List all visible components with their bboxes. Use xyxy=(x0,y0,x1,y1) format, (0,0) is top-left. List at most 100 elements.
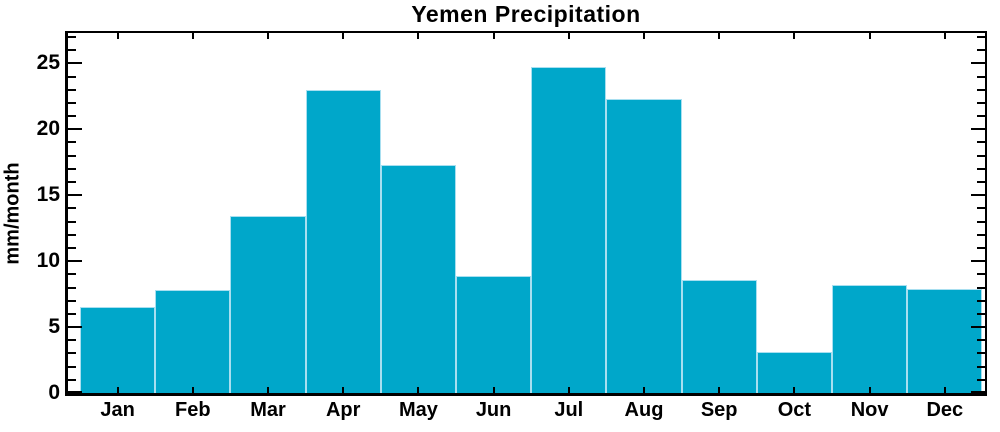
bar-nov xyxy=(832,284,908,393)
x-month-tick-top xyxy=(943,33,946,39)
bar-jan xyxy=(80,307,156,393)
bar-apr xyxy=(305,89,381,393)
x-month-tick-bottom xyxy=(417,387,420,393)
y-minor-tick-left xyxy=(68,273,76,276)
y-major-tick-right xyxy=(971,62,985,65)
y-minor-tick-left xyxy=(68,339,76,342)
y-minor-tick-left xyxy=(68,299,76,302)
y-tick-label: 20 xyxy=(36,117,60,141)
x-month-tick-top xyxy=(793,33,796,39)
x-month-tick-bottom xyxy=(116,387,119,393)
y-minor-tick-right xyxy=(977,75,985,78)
y-minor-tick-left xyxy=(68,154,76,157)
y-minor-tick-right xyxy=(977,378,985,381)
bar-jul xyxy=(531,67,607,393)
y-minor-tick-right xyxy=(977,352,985,355)
bar-sep xyxy=(681,279,757,393)
y-minor-tick-left xyxy=(68,88,76,91)
y-minor-tick-left xyxy=(68,378,76,381)
y-major-tick-right xyxy=(971,260,985,263)
y-minor-tick-right xyxy=(977,167,985,170)
bar-mar xyxy=(230,216,306,393)
y-minor-tick-left xyxy=(68,49,76,52)
y-minor-tick-right xyxy=(977,286,985,289)
month-label: Apr xyxy=(325,399,361,421)
x-month-tick-top xyxy=(868,33,871,39)
y-minor-tick-right xyxy=(977,35,985,38)
x-month-tick-top xyxy=(417,33,420,39)
x-month-tick-bottom xyxy=(718,387,721,393)
y-minor-tick-left xyxy=(68,365,76,368)
x-month-tick-top xyxy=(643,33,645,39)
y-minor-tick-right xyxy=(977,115,985,118)
y-minor-tick-left xyxy=(68,220,76,223)
y-major-tick-left xyxy=(68,194,82,197)
x-month-tick-top xyxy=(191,33,194,39)
x-month-tick-bottom xyxy=(267,387,269,393)
month-label: Jul xyxy=(554,399,584,421)
y-major-tick-left xyxy=(68,260,82,263)
y-minor-tick-left xyxy=(68,181,76,183)
x-month-tick-bottom xyxy=(567,387,570,393)
y-minor-tick-left xyxy=(68,115,76,118)
x-month-tick-top xyxy=(567,33,570,39)
x-month-tick-top xyxy=(342,33,345,39)
y-major-tick-left xyxy=(68,326,82,329)
y-minor-tick-left xyxy=(68,352,76,355)
bar-jun xyxy=(456,275,532,393)
x-month-tick-bottom xyxy=(643,387,645,393)
month-label: Nov xyxy=(850,399,889,421)
x-month-tick-bottom xyxy=(943,387,946,393)
y-minor-tick-right xyxy=(977,233,985,236)
y-major-tick-right xyxy=(971,391,985,393)
x-month-tick-bottom xyxy=(868,387,871,393)
bar-dec xyxy=(907,288,983,393)
y-minor-tick-right xyxy=(977,49,985,52)
month-label: Oct xyxy=(777,399,812,421)
plot-area xyxy=(65,31,987,396)
y-minor-tick-right xyxy=(977,246,985,249)
y-minor-tick-left xyxy=(68,35,76,38)
month-label: Mar xyxy=(250,399,286,421)
x-month-tick-top xyxy=(718,33,721,39)
bar-aug xyxy=(606,98,682,393)
y-major-tick-right xyxy=(971,128,985,131)
y-minor-tick-right xyxy=(977,365,985,368)
x-month-tick-top xyxy=(116,33,119,39)
month-label: May xyxy=(398,399,438,421)
y-minor-tick-left xyxy=(68,286,76,289)
y-major-tick-left xyxy=(68,391,82,393)
y-minor-tick-left xyxy=(68,312,76,315)
y-minor-tick-left xyxy=(68,207,76,210)
month-label: Sep xyxy=(700,399,738,421)
y-minor-tick-left xyxy=(68,246,76,249)
month-label: Feb xyxy=(175,399,211,421)
y-tick-label: 15 xyxy=(36,183,60,207)
x-month-tick-bottom xyxy=(342,387,345,393)
month-label: Dec xyxy=(926,399,964,421)
month-label: Aug xyxy=(624,399,664,421)
y-minor-tick-left xyxy=(68,75,76,78)
y-minor-tick-right xyxy=(977,181,985,183)
month-label: Jan xyxy=(100,399,135,421)
y-axis-title: mm/month xyxy=(1,162,24,265)
y-minor-tick-right xyxy=(977,88,985,91)
y-major-tick-left xyxy=(68,62,82,65)
y-major-tick-left xyxy=(68,128,82,131)
x-month-tick-bottom xyxy=(793,387,796,393)
y-minor-tick-right xyxy=(977,273,985,276)
y-minor-tick-right xyxy=(977,101,985,104)
y-minor-tick-left xyxy=(68,101,76,104)
y-tick-label: 0 xyxy=(48,381,60,404)
chart-title: Yemen Precipitation xyxy=(411,1,641,27)
y-minor-tick-right xyxy=(977,220,985,223)
month-label: Jun xyxy=(475,399,512,421)
bar-oct xyxy=(756,352,832,393)
y-major-tick-right xyxy=(971,326,985,329)
y-minor-tick-right xyxy=(977,207,985,210)
y-minor-tick-right xyxy=(977,141,985,144)
y-tick-label: 5 xyxy=(48,315,60,339)
bar-may xyxy=(380,164,456,393)
y-minor-tick-left xyxy=(68,233,76,236)
